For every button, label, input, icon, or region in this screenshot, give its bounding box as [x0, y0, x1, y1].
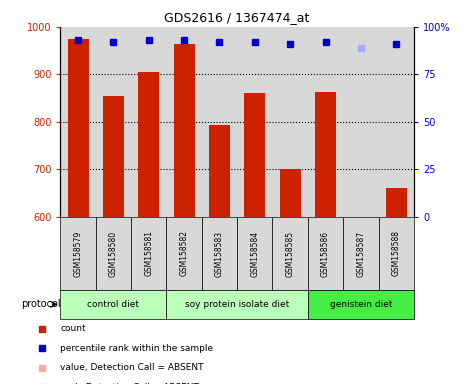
Text: GSM158583: GSM158583 — [215, 230, 224, 276]
Text: protocol: protocol — [21, 299, 60, 310]
Text: count: count — [60, 324, 86, 333]
Bar — [173, 45, 195, 217]
Text: GSM158584: GSM158584 — [250, 230, 259, 276]
Text: control diet: control diet — [87, 300, 140, 309]
Bar — [209, 125, 230, 217]
Title: GDS2616 / 1367474_at: GDS2616 / 1367474_at — [165, 11, 310, 24]
Text: rank, Detection Call = ABSENT: rank, Detection Call = ABSENT — [60, 383, 199, 384]
Text: GSM158586: GSM158586 — [321, 230, 330, 276]
Text: GSM158582: GSM158582 — [179, 230, 189, 276]
Text: GSM158580: GSM158580 — [109, 230, 118, 276]
Bar — [379, 217, 414, 290]
Bar — [131, 217, 166, 290]
Bar — [60, 290, 166, 319]
Bar — [343, 217, 379, 290]
Text: GSM158579: GSM158579 — [73, 230, 83, 276]
Bar — [237, 217, 272, 290]
Text: value, Detection Call = ABSENT: value, Detection Call = ABSENT — [60, 363, 204, 372]
Text: genistein diet: genistein diet — [330, 300, 392, 309]
Bar — [202, 217, 237, 290]
Bar — [308, 217, 343, 290]
Bar — [96, 217, 131, 290]
Text: percentile rank within the sample: percentile rank within the sample — [60, 344, 213, 353]
Bar — [138, 72, 159, 217]
Text: GSM158588: GSM158588 — [392, 230, 401, 276]
Bar — [103, 96, 124, 217]
Text: GSM158587: GSM158587 — [356, 230, 365, 276]
Text: GSM158581: GSM158581 — [144, 230, 153, 276]
Bar — [244, 93, 266, 217]
Bar — [67, 39, 89, 217]
Bar — [272, 217, 308, 290]
Bar — [308, 290, 414, 319]
Bar — [279, 169, 301, 217]
Bar — [166, 290, 308, 319]
Bar — [60, 217, 96, 290]
Bar — [166, 217, 202, 290]
Bar — [315, 93, 336, 217]
Text: soy protein isolate diet: soy protein isolate diet — [185, 300, 289, 309]
Bar — [385, 189, 407, 217]
Text: GSM158585: GSM158585 — [286, 230, 295, 276]
